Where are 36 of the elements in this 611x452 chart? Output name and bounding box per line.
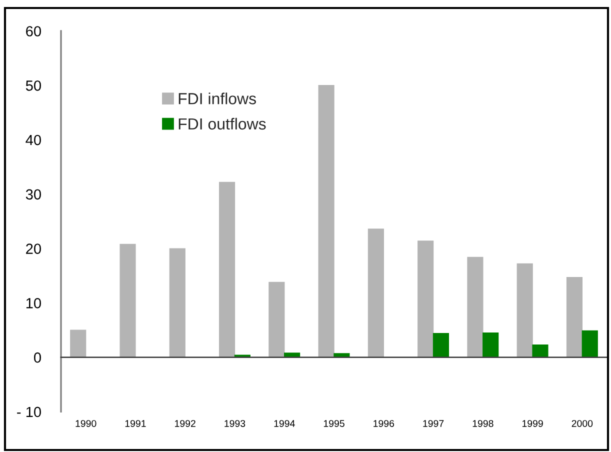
x-tick-label: 1997: [423, 420, 444, 427]
bar: [218, 182, 236, 358]
x-tick-label: 1998: [472, 420, 494, 427]
y-tick-label: 0: [34, 352, 41, 363]
bar: [432, 333, 450, 358]
bar: [482, 332, 499, 358]
x-tick-label: 1994: [274, 420, 295, 427]
x-tick-label: 2000: [572, 420, 593, 427]
bar: [318, 85, 334, 358]
bar: [368, 228, 384, 358]
y-tick-label: 60: [26, 26, 41, 36]
legend-label: FDI inflows: [178, 92, 256, 104]
x-tick-label: 1993: [224, 420, 246, 427]
y-tick-label: 20: [26, 244, 41, 254]
bar: [566, 277, 583, 358]
y-tick-label: 10: [26, 298, 41, 308]
x-tick-label: 1990: [76, 420, 96, 427]
bar: [582, 330, 598, 358]
x-tick-label: 1992: [175, 420, 196, 427]
y-tick-label: - 10: [17, 406, 41, 418]
bar: [169, 248, 186, 358]
x-tick-label: 1999: [522, 420, 543, 427]
x-tick-label: 1991: [125, 420, 146, 427]
x-tick-label: 1995: [324, 420, 344, 427]
bar: [268, 282, 285, 358]
bar: [532, 344, 548, 358]
y-tick-label: 40: [26, 134, 41, 146]
bar: [516, 263, 533, 358]
bar: [120, 244, 136, 358]
bar: [418, 240, 434, 358]
x-tick-label: 1996: [374, 420, 394, 427]
y-tick-label: 50: [26, 80, 41, 91]
bar: [467, 256, 484, 358]
legend-label: FDI outflows: [178, 118, 266, 130]
y-tick-label: 30: [26, 189, 41, 200]
bar: [70, 330, 86, 358]
